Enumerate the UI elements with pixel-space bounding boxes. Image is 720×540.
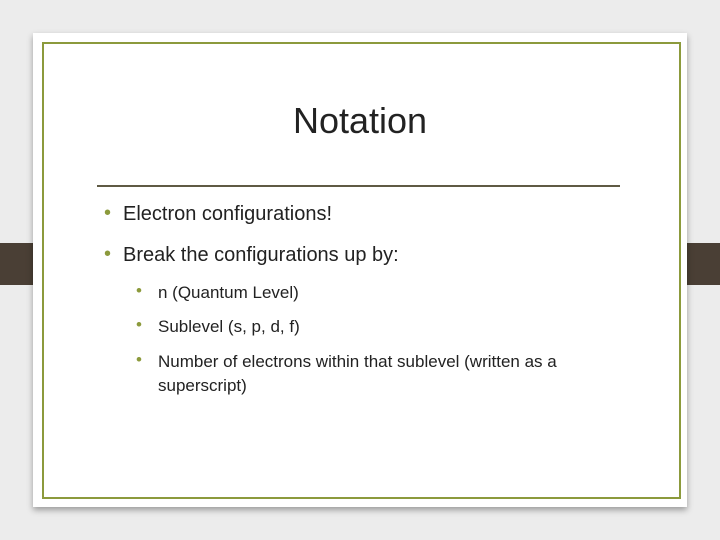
bullet-dot: •	[104, 202, 112, 224]
sub-bullet-text: Sublevel (s, p, d, f)	[158, 317, 300, 336]
bullet-text: Electron configurations!	[123, 203, 333, 225]
sub-bullet-dot: •	[136, 315, 142, 334]
title-rule	[97, 185, 620, 187]
slide-card	[33, 33, 687, 507]
bullet-dot: •	[104, 243, 112, 265]
slide-title: Notation	[292, 100, 428, 141]
sub-bullet-dot: •	[136, 281, 142, 300]
slide-frame	[42, 42, 681, 499]
bullet-text: Break the configurations up by:	[123, 244, 399, 266]
sub-bullet-text: n (Quantum Level)	[158, 283, 299, 302]
sub-bullet-text: Number of electrons within that sublevel…	[158, 352, 557, 395]
sub-bullet-dot: •	[136, 350, 142, 369]
